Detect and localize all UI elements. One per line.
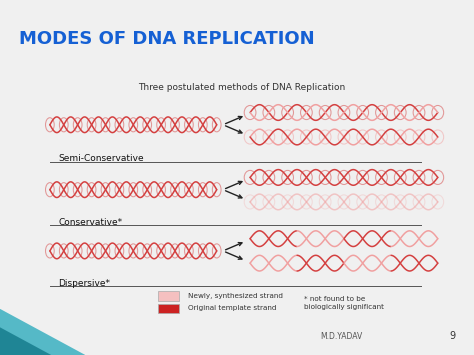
Text: 9: 9 [449,331,455,342]
Bar [158,304,179,313]
Bar [158,291,179,301]
Polygon shape [0,327,51,355]
Text: Semi-Conservative: Semi-Conservative [58,154,144,163]
Text: Dispersive*: Dispersive* [58,279,110,288]
Text: Original template strand: Original template strand [188,305,276,311]
Text: MODES OF DNA REPLICATION: MODES OF DNA REPLICATION [19,30,315,48]
Text: * not found to be
biologically significant: * not found to be biologically significa… [304,296,384,310]
Text: Three postulated methods of DNA Replication: Three postulated methods of DNA Replicat… [138,83,346,92]
Polygon shape [0,309,85,355]
Text: Conservative*: Conservative* [58,218,122,227]
Text: M.D.YADAV: M.D.YADAV [320,332,363,341]
Text: Newly, synthesized strand: Newly, synthesized strand [188,293,283,299]
